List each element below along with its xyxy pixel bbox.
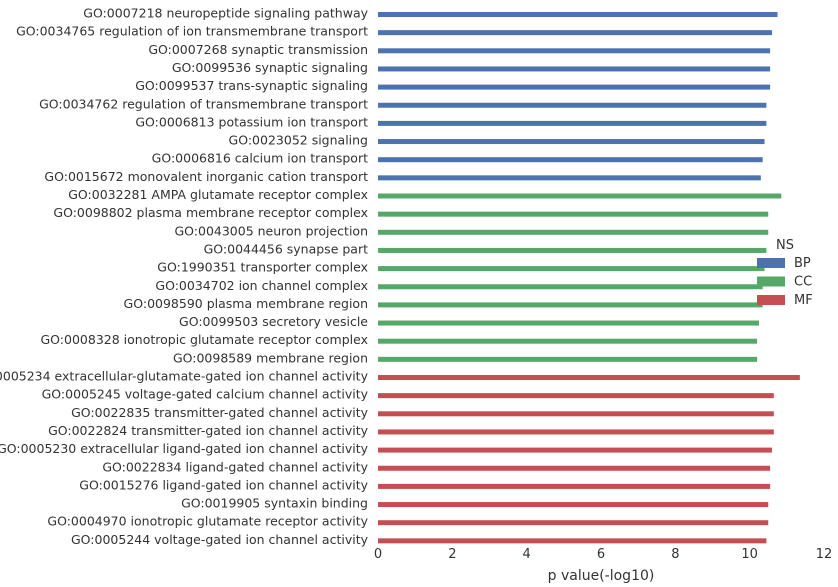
y-tick-label: GO:0099537 trans-synaptic signaling [135,78,368,93]
x-tick-label: 2 [448,547,456,562]
y-tick-label: GO:0099503 secretory vesicle [179,314,368,329]
bar [378,193,782,199]
y-tick-label: GO:0043005 neuron projection [174,223,368,238]
bar [378,465,771,471]
y-tick-label: GO:0022834 ligand-gated channel activity [102,459,368,474]
y-tick-label: GO:0034702 ion channel complex [155,278,368,293]
x-tick-labels: 0 2 4 6 8 10 12 [374,547,832,562]
bar [378,429,774,435]
bar [378,139,765,145]
bar [378,229,769,235]
legend-title: NS [776,238,794,253]
bar [378,66,771,72]
x-tick-label: 4 [523,547,531,562]
bar [378,393,774,399]
bar [378,356,758,362]
bar [378,30,772,36]
bar [378,247,767,253]
y-tick-labels: GO:0007218 neuropeptide signaling pathwa… [0,6,369,547]
bar [378,284,763,290]
bar [378,411,774,417]
y-tick-label: GO:0015276 ligand-gated ion channel acti… [79,477,368,492]
y-tick-label: GO:0032281 AMPA glutamate receptor compl… [68,187,368,202]
bar [378,375,800,380]
bar [378,12,778,17]
y-tick-label: GO:0022835 transmitter-gated channel act… [71,405,368,420]
legend-swatch [757,258,785,268]
bar [378,338,758,344]
y-tick-label: GO:0005230 extracellular ligand-gated io… [0,441,369,456]
legend: NS BP CC MF [757,238,813,308]
y-tick-label: GO:0004970 ionotropic glutamate receptor… [47,514,368,529]
y-tick-label: GO:0023052 signaling [229,133,368,148]
x-tick-label: 12 [816,547,833,562]
x-tick-label: 0 [374,547,382,562]
y-tick-label: GO:0005234 extracellular-glutamate-gated… [0,369,369,384]
x-tick-label: 10 [741,547,758,562]
legend-label: CC [794,275,812,290]
y-tick-label: GO:0005244 voltage-gated ion channel act… [71,532,369,547]
x-tick-label: 6 [597,547,605,562]
y-tick-label: GO:0098589 membrane region [173,350,368,365]
legend-swatch [757,276,785,287]
y-tick-label: GO:0099536 synaptic signaling [172,60,368,75]
y-tick-label: GO:0006816 calcium ion transport [152,151,368,166]
y-tick-label: GO:0044456 synapse part [204,241,368,256]
y-tick-label: GO:0098802 plasma membrane receptor comp… [53,205,368,220]
y-tick-label: GO:0098590 plasma membrane region [124,296,368,311]
x-tick-label: 8 [671,547,679,562]
bar [378,211,769,217]
bar [378,302,763,308]
bar [378,320,759,326]
bar [378,102,767,108]
legend-label: BP [794,256,811,271]
bar [378,502,769,508]
bar [378,538,767,544]
y-tick-label: GO:0034765 regulation of ion transmembra… [16,24,368,39]
bar [378,84,771,90]
bars [378,12,800,544]
y-tick-label: GO:0005245 voltage-gated calcium channel… [42,387,369,402]
y-tick-label: GO:0007268 synaptic transmission [148,42,368,57]
y-tick-label: GO:0034762 regulation of transmembrane t… [39,96,368,111]
x-axis-label: p value(-log10) [548,568,655,584]
y-tick-label: GO:0008328 ionotropic glutamate receptor… [41,332,369,347]
bar [378,266,765,272]
y-tick-label: GO:0015672 monovalent inorganic cation t… [44,169,368,184]
y-tick-label: GO:0022824 transmitter-gated ion channel… [48,423,369,438]
legend-swatch [757,295,785,305]
bar [378,48,771,54]
y-tick-label: GO:0019905 syntaxin binding [181,496,368,511]
bar [378,157,763,163]
bar [378,120,767,126]
y-tick-label: GO:0006813 potassium ion transport [135,114,368,129]
y-tick-label: GO:0007218 neuropeptide signaling pathwa… [83,6,368,21]
y-tick-label: GO:1990351 transporter complex [157,260,368,275]
bar [378,520,769,526]
legend-label: MF [794,293,813,308]
bar [378,483,771,489]
bar [378,447,772,453]
bar [378,175,761,181]
